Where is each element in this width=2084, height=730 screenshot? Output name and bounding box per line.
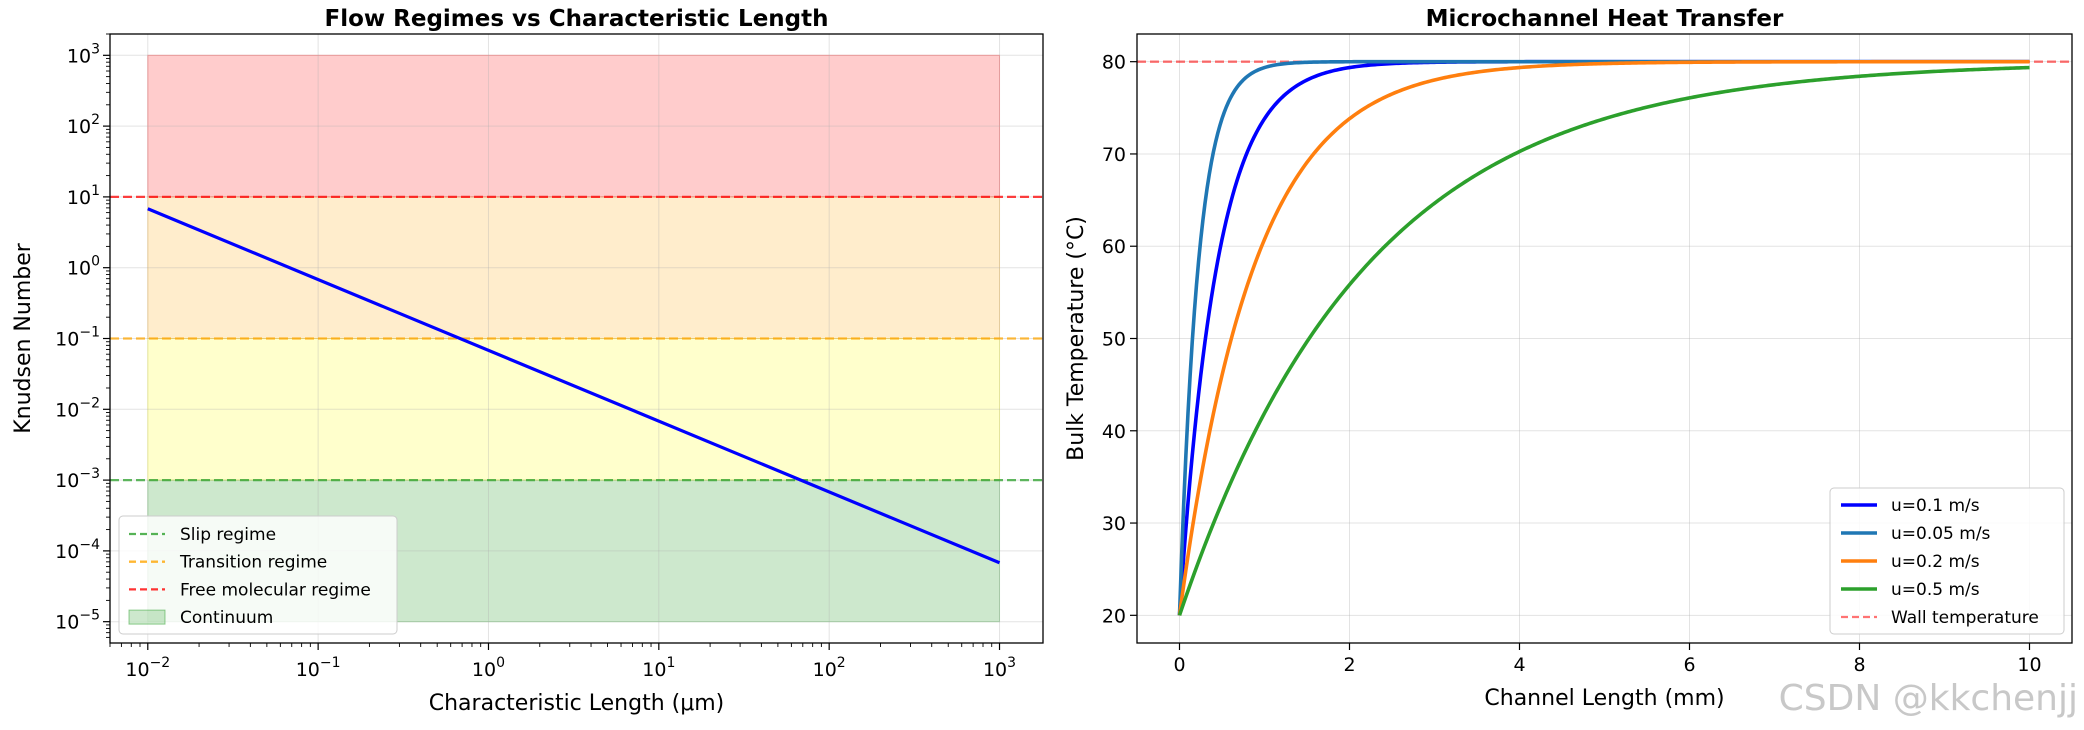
series-line-knudsen (147, 207, 1001, 565)
x-tick-label: 102 (813, 655, 846, 681)
legend-label: Slip regime (180, 525, 276, 545)
chart-title: Flow Regimes vs Characteristic Length (324, 6, 828, 32)
x-tick-label: 10 (2017, 654, 2041, 676)
legend-label: Continuum (180, 608, 273, 628)
chart-title: Microchannel Heat Transfer (1426, 6, 1784, 32)
legend-label: Wall temperature (1891, 608, 2039, 628)
x-tick-label: 8 (1853, 654, 1865, 676)
y-tick-label: 10−5 (55, 608, 100, 634)
y-axis-label: Knudsen Number (11, 242, 36, 434)
x-tick-label: 4 (1513, 654, 1525, 676)
flow-regimes-chart: 10−2 10−1 100 101 102 10310−510−410−310−210−1… (11, 6, 1044, 716)
y-tick-label: 40 (1102, 421, 1126, 443)
x-axis-label: Characteristic Length (μm) (429, 691, 725, 716)
legend: Slip regime Transition regime Free molecul… (118, 515, 398, 635)
series-line-u-0-2-m-s (1177, 59, 2030, 616)
legend-label: u=0.5 m/s (1891, 580, 1980, 600)
x-tick-label: 2 (1343, 654, 1355, 676)
y-tick-label: 50 (1102, 329, 1126, 351)
y-tick-label: 10−2 (55, 395, 100, 421)
y-tick-label: 30 (1102, 513, 1126, 535)
legend-label: Transition regime (179, 553, 327, 573)
watermark-text: CSDN @kkchenjj (1779, 678, 2078, 719)
legend-label: Free molecular regime (180, 580, 371, 600)
x-tick-label: 103 (983, 655, 1016, 681)
y-axis-label: Bulk Temperature (°C) (1064, 216, 1089, 461)
x-tick-label: 10−1 (296, 655, 341, 681)
legend-box (118, 515, 398, 635)
legend-box (1829, 487, 2065, 635)
y-tick-label: 20 (1102, 605, 1126, 627)
heat-transfer-chart: 0 2 4 6 8 10 20 30 40 50 60 70 80 Microchannel Heat … (1064, 6, 2073, 711)
y-tick-label: 60 (1102, 236, 1126, 258)
x-tick-label: 0 (1173, 654, 1185, 676)
legend-label: u=0.2 m/s (1891, 552, 1980, 572)
legend-swatch (128, 609, 166, 625)
y-tick-label: 80 (1102, 52, 1126, 74)
y-tick-label: 103 (67, 41, 100, 67)
region-free-molecular (147, 54, 1001, 198)
legend-label: u=0.1 m/s (1891, 496, 1980, 516)
y-tick-label: 70 (1102, 144, 1126, 166)
x-tick-label: 10−2 (125, 655, 170, 681)
x-tick-label: 6 (1683, 654, 1695, 676)
legend-label: u=0.05 m/s (1891, 524, 1991, 544)
legend: u=0.1 m/s u=0.05 m/s u=0.2 m/s u=0.5 m/s Wal… (1829, 487, 2065, 635)
series-line-u-0-5-m-s (1177, 65, 2030, 616)
x-axis-label: Channel Length (mm) (1484, 686, 1724, 711)
